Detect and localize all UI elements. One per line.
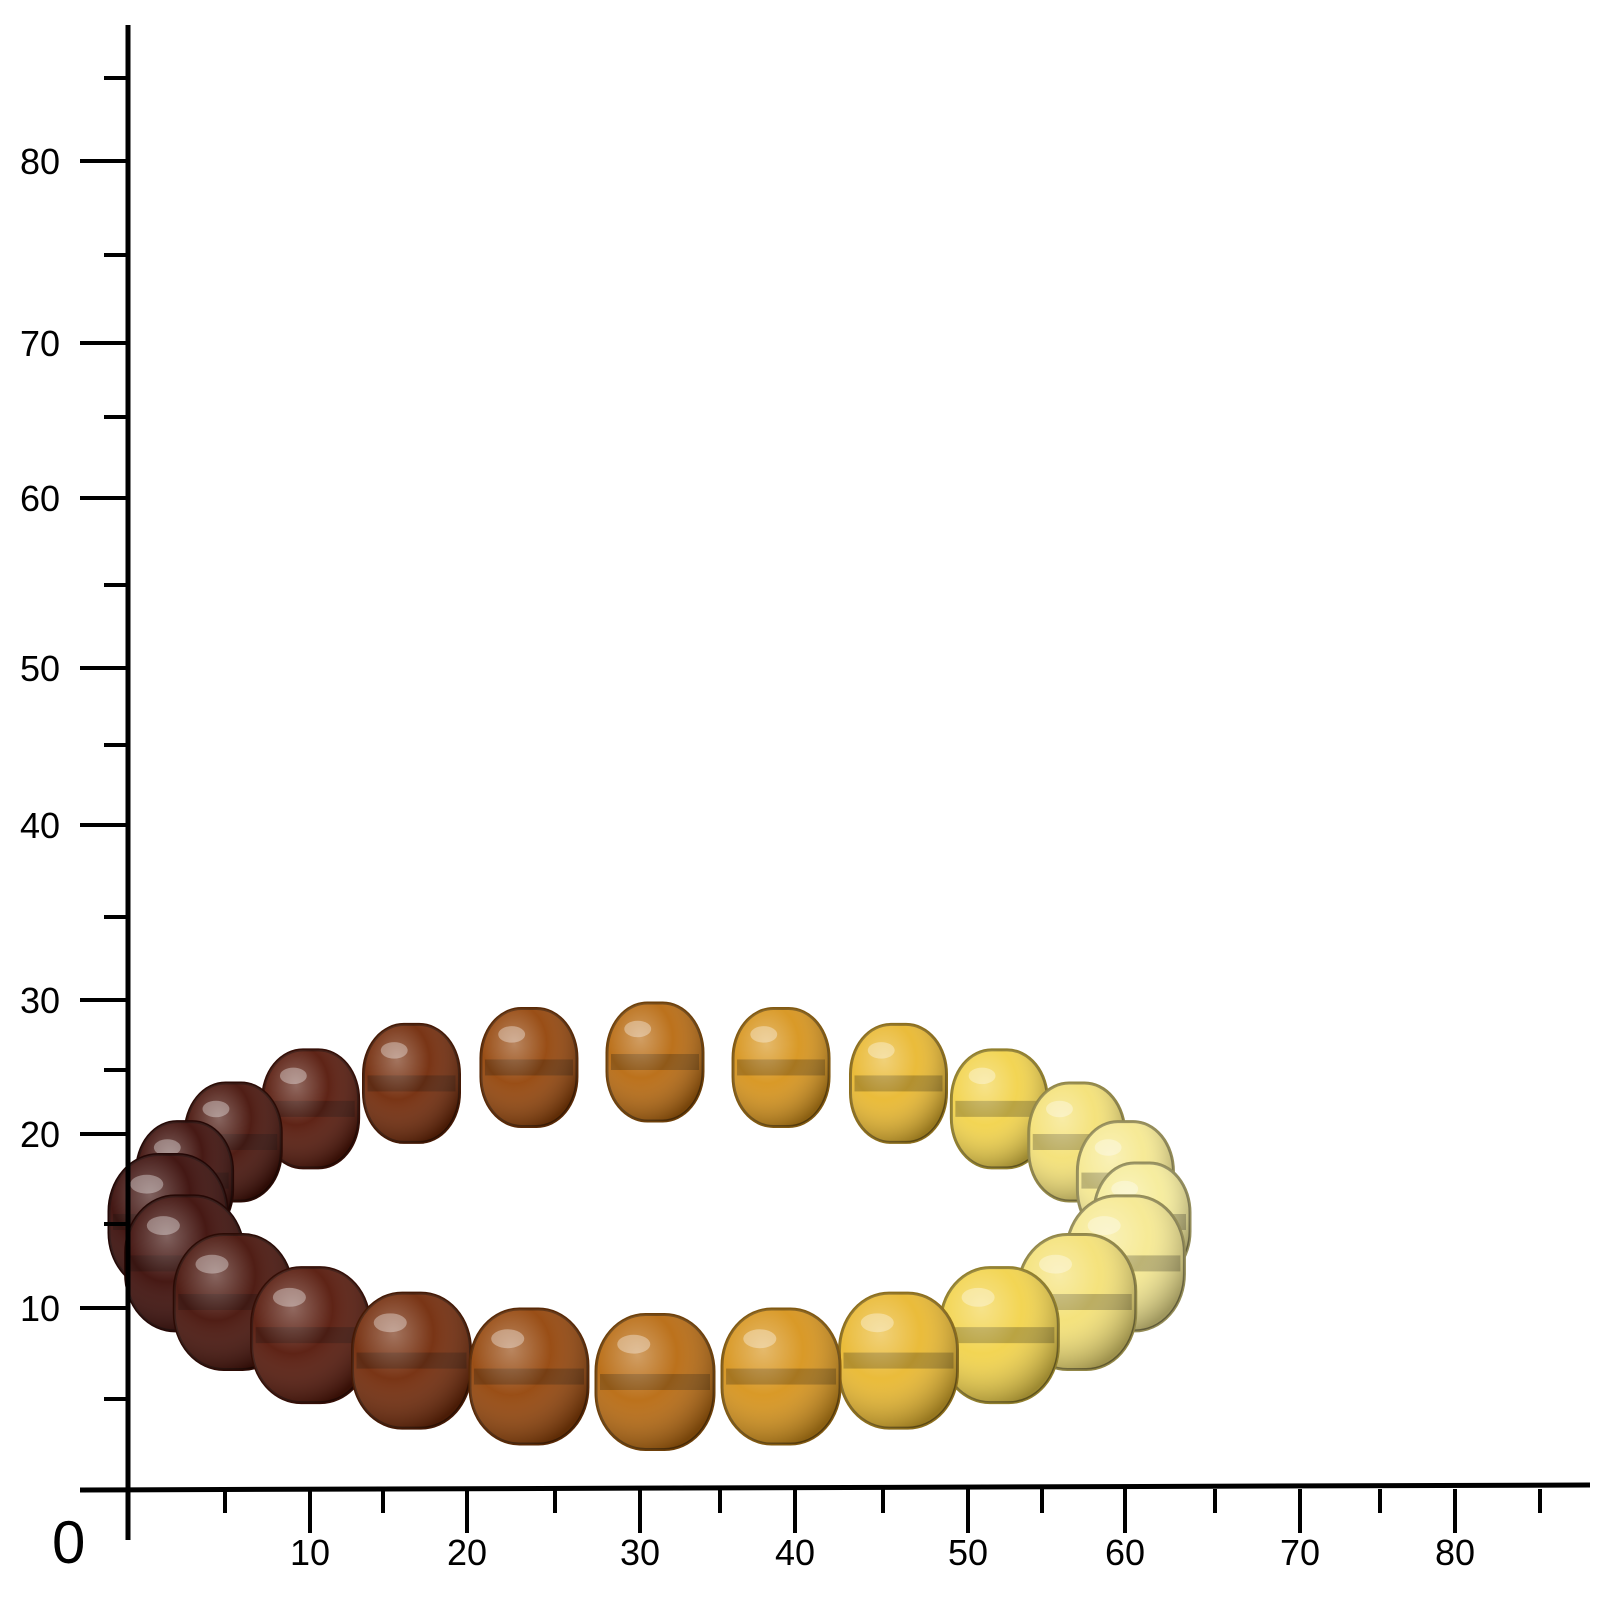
y-tick-label: 60 — [20, 478, 60, 519]
x-axis-ticks: 10 20 30 40 50 60 70 80 — [223, 1489, 1542, 1573]
amber-bracelet — [107, 1001, 1192, 1451]
amber-bead — [594, 1313, 716, 1451]
amber-bead — [351, 1291, 472, 1430]
amber-bead — [261, 1048, 361, 1170]
y-tick-label: 50 — [20, 648, 60, 689]
x-tick-label: 60 — [1105, 1532, 1145, 1573]
amber-bead — [949, 1048, 1049, 1170]
y-tick-label: 30 — [20, 980, 60, 1021]
amber-bead — [720, 1307, 842, 1446]
amber-bead — [938, 1266, 1060, 1405]
amber-bead — [838, 1291, 959, 1430]
x-axis-line — [79, 1482, 1591, 1493]
measurement-scale: 10 20 30 40 50 60 70 80 10 20 30 40 50 60 70 80 0 — [20, 25, 1591, 1576]
y-tick-label: 20 — [20, 1114, 60, 1155]
amber-bead — [479, 1006, 579, 1128]
x-tick-label: 20 — [447, 1532, 487, 1573]
x-tick-label: 30 — [620, 1532, 660, 1573]
x-tick-label: 70 — [1280, 1532, 1320, 1573]
amber-bead — [849, 1022, 948, 1144]
y-tick-label: 10 — [20, 1288, 60, 1329]
x-tick-label: 10 — [290, 1532, 330, 1573]
origin-label: 0 — [52, 1509, 85, 1576]
amber-bead — [731, 1006, 831, 1128]
y-tick-label: 40 — [20, 805, 60, 846]
y-tick-label: 70 — [20, 323, 60, 364]
amber-bead — [250, 1266, 372, 1405]
amber-bead — [362, 1022, 461, 1144]
y-axis-ticks: 10 20 30 40 50 60 70 80 — [20, 76, 128, 1401]
y-tick-label: 80 — [20, 141, 60, 182]
amber-bead — [468, 1307, 590, 1446]
x-tick-label: 80 — [1435, 1532, 1475, 1573]
amber-bead — [605, 1001, 705, 1123]
x-tick-label: 50 — [948, 1532, 988, 1573]
x-tick-label: 40 — [775, 1532, 815, 1573]
